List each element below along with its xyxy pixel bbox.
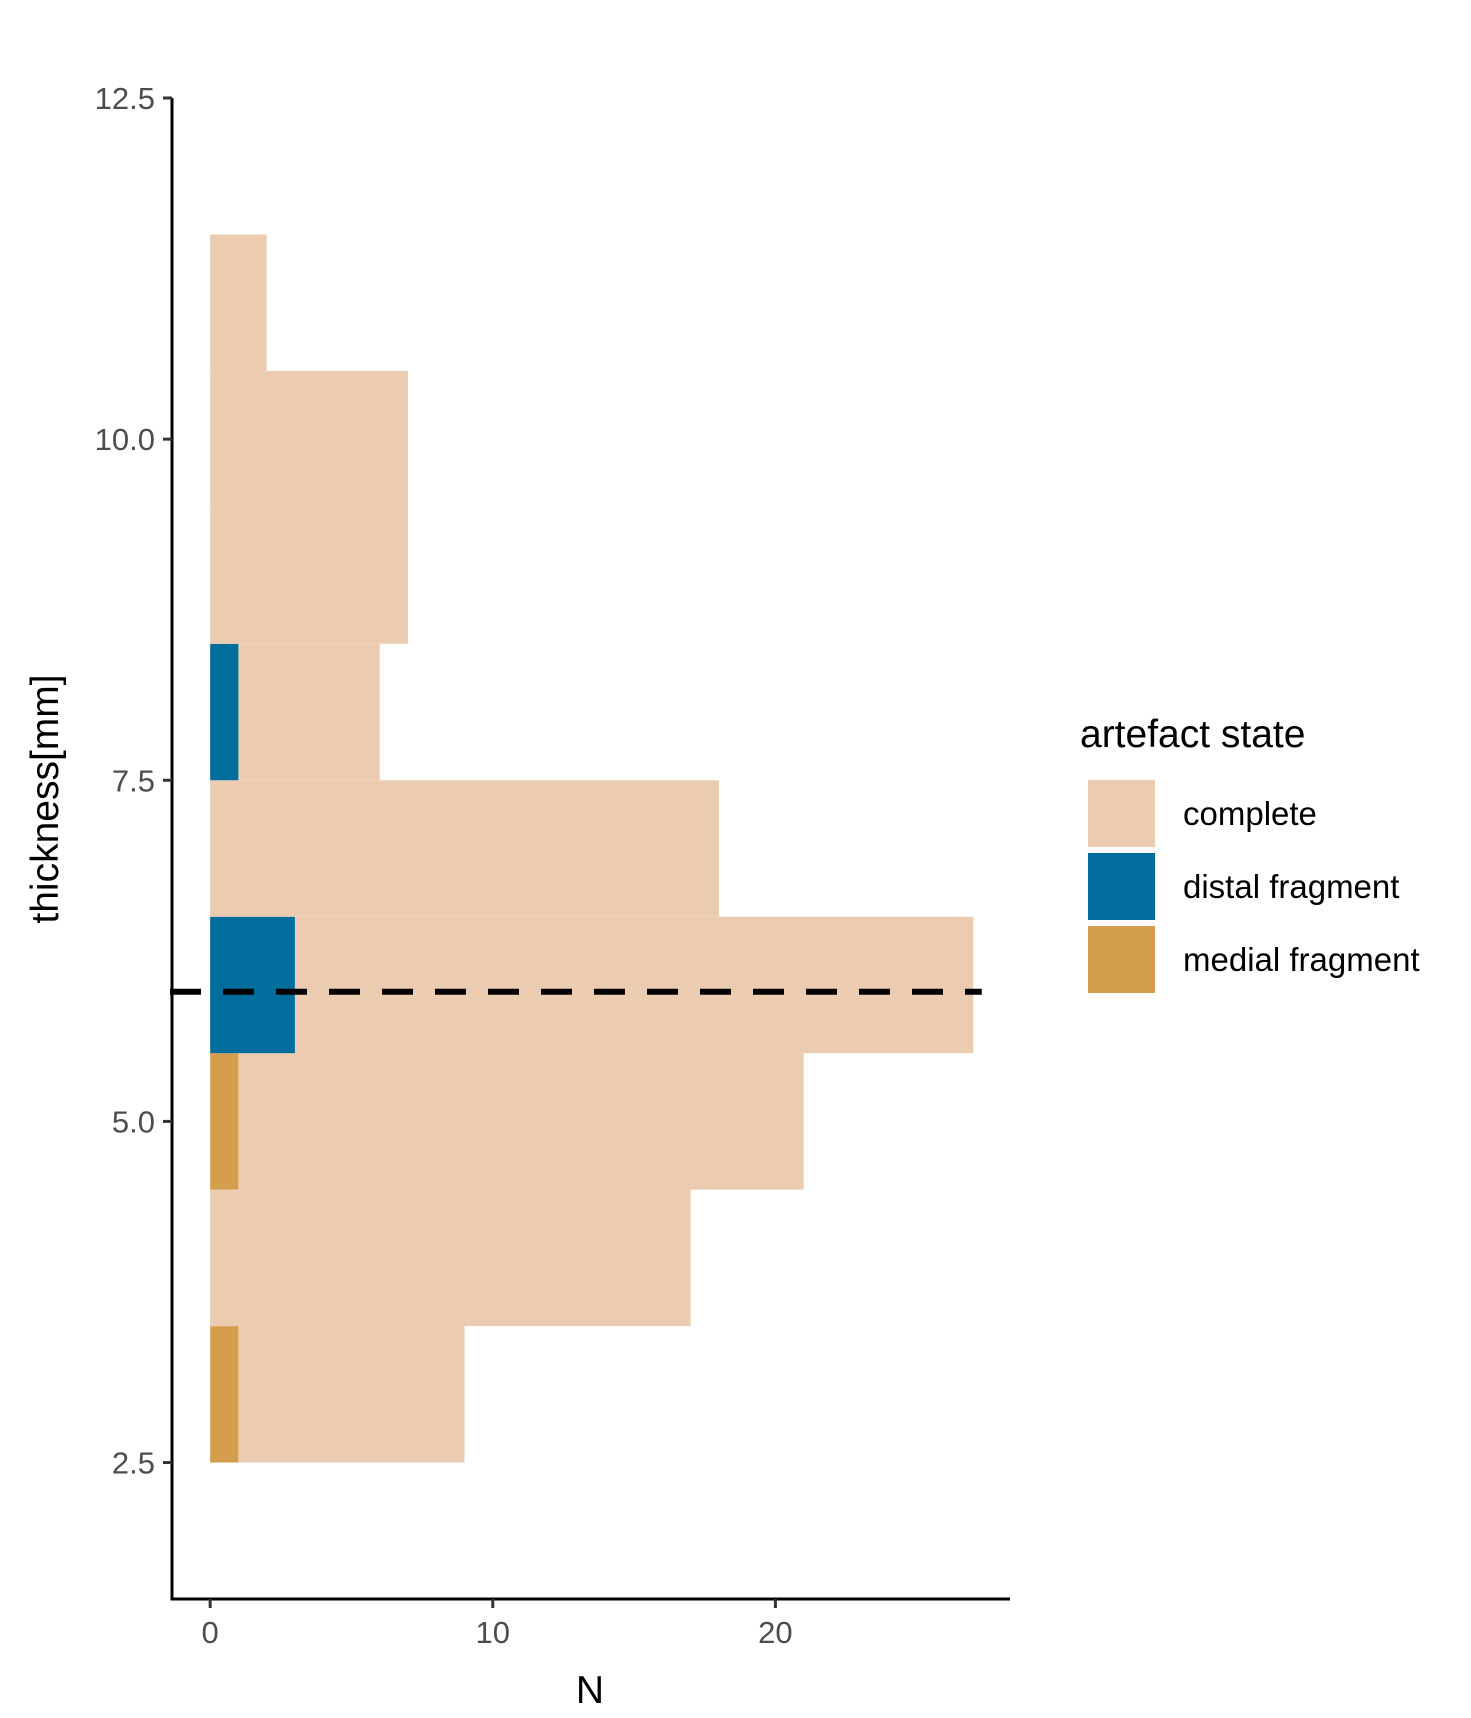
x-tick-label-0: 0: [202, 1615, 219, 1650]
legend-label-medial-fragment: medial fragment: [1183, 941, 1420, 978]
bar-medial-fragment-bin-2: [210, 1053, 239, 1190]
x-tick-label-1: 10: [476, 1615, 510, 1650]
y-axis-title: thickness[mm]: [24, 674, 67, 923]
legend-label-complete: complete: [1183, 795, 1317, 832]
axes-layer: 0 10 20 2.5 5.0 7.5 10.0 12.5: [95, 81, 1010, 1650]
bar-complete-bin-3: [294, 916, 974, 1054]
bar-complete-bin-1: [210, 1189, 691, 1327]
bar-complete-bin-7: [210, 370, 408, 508]
bar-complete-bin-4: [210, 780, 719, 917]
legend-key-distal-fragment: [1088, 853, 1155, 920]
y-tick-label-1: 5.0: [112, 1104, 155, 1139]
bar-complete-bin-2: [238, 1053, 804, 1190]
x-axis-title: N: [576, 1669, 604, 1712]
bar-complete-bin-6: [210, 507, 408, 644]
y-tick-label-4: 12.5: [95, 81, 155, 116]
legend: artefact state complete distal fragment me…: [1080, 713, 1420, 993]
bar-complete-bin-0: [238, 1326, 465, 1463]
legend-key-medial-fragment: [1088, 926, 1155, 993]
bar-complete-bin-5: [238, 643, 380, 781]
y-tick-label-3: 10.0: [95, 422, 155, 457]
bar-medial-fragment-bin-0: [210, 1326, 239, 1463]
x-tick-label-2: 20: [758, 1615, 792, 1650]
legend-title: artefact state: [1080, 713, 1305, 756]
legend-entries: complete distal fragment medial fragment: [1088, 780, 1420, 993]
y-tick-label-0: 2.5: [112, 1446, 155, 1481]
bar-distal-fragment-bin-5: [210, 643, 239, 781]
y-tick-label-2: 7.5: [112, 763, 155, 798]
legend-label-distal-fragment: distal fragment: [1183, 868, 1399, 905]
legend-key-complete: [1088, 780, 1155, 847]
bar-distal-fragment-bin-3: [210, 916, 295, 1054]
bar-layer: [210, 234, 974, 1463]
bar-complete-bin-8: [210, 234, 267, 371]
